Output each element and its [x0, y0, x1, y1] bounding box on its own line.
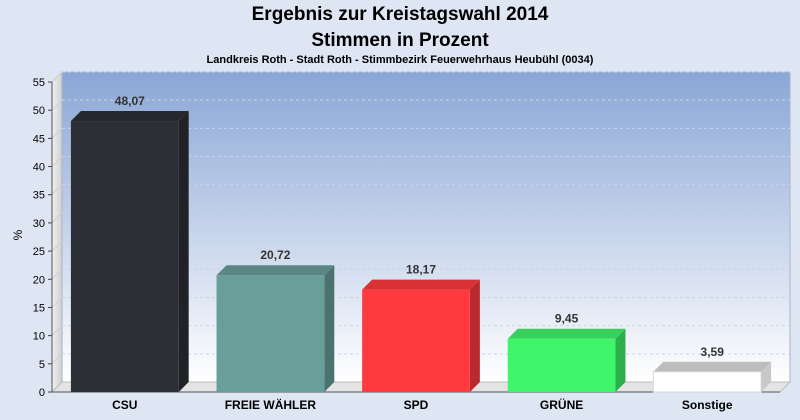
x-tick-label: FREIE WÄHLER	[225, 397, 317, 412]
bar-value-label: 3,59	[701, 345, 725, 359]
bar-front	[652, 371, 762, 393]
gridline-side	[51, 353, 63, 365]
y-tick-label: 10	[33, 331, 45, 343]
bar-top	[362, 279, 480, 290]
chart-subtitle: Stimmen in Prozent	[311, 30, 489, 51]
bar-grüne: 9,45 GRÜNE	[507, 312, 626, 412]
bar-value-label: 18,17	[406, 263, 436, 277]
bar-front	[70, 121, 179, 392]
plot-side-wall	[51, 70, 63, 394]
bar-csu: 48,07 CSU	[70, 94, 189, 412]
y-tick-label: 45	[33, 133, 45, 145]
bar-value-label: 9,45	[555, 312, 579, 326]
bar-top	[70, 111, 189, 122]
gridline-side	[51, 156, 63, 167]
x-tick-label: SPD	[404, 398, 429, 412]
bar-freie-wähler: 20,72 FREIE WÄHLER	[216, 248, 335, 412]
bar-value-label: 20,72	[260, 248, 290, 262]
y-tick-label: 40	[33, 162, 45, 174]
y-tick-label: 35	[33, 190, 45, 202]
chart-title: Ergebnis zur Kreistagswahl 2014	[251, 4, 549, 25]
x-tick-label: Sonstige	[682, 398, 733, 412]
bar-spd: 18,17 SPD	[362, 263, 480, 412]
x-tick-label: CSU	[112, 398, 137, 412]
y-tick-label: 50	[33, 105, 45, 117]
y-tick-label: 0	[39, 387, 45, 399]
gridline-side	[51, 297, 63, 308]
y-tick-label: 20	[33, 274, 45, 286]
bar-side	[324, 265, 335, 392]
bar-side	[178, 111, 189, 392]
y-tick-label: 30	[33, 218, 45, 230]
bars: 48,07 CSU 20,72 FREIE WÄHLER 18,17 SPD 9,45 GRÜ…	[70, 94, 772, 412]
chart-description: Landkreis Roth - Stadt Roth - Stimmbezir…	[206, 54, 594, 66]
bar-front	[507, 338, 616, 392]
y-tick-label: 25	[33, 246, 45, 258]
gridline-side	[51, 325, 63, 336]
y-tick-label: 15	[33, 302, 45, 314]
bar-top	[653, 361, 772, 372]
bar-side	[615, 328, 626, 392]
bar-front	[362, 289, 470, 392]
y-axis-label: %	[11, 229, 25, 240]
bar-side	[469, 279, 480, 392]
bar-top	[507, 328, 626, 339]
bar-front	[216, 275, 325, 392]
gridline-side	[51, 212, 63, 224]
gridline-side	[51, 128, 63, 139]
x-tick-label: GRÜNE	[540, 397, 583, 412]
gridline-side	[51, 268, 63, 280]
y-tick-label: 55	[33, 77, 45, 89]
bar-top	[216, 265, 335, 276]
gridline-side	[51, 71, 63, 83]
gridline-side	[51, 99, 63, 111]
bar-value-label: 48,07	[115, 94, 145, 108]
y-tick-label: 5	[39, 359, 45, 371]
gridline-side	[51, 240, 63, 252]
bar-side	[761, 361, 772, 392]
gridline-side	[51, 184, 63, 196]
bar-sonstige: 3,59 Sonstige	[652, 345, 772, 412]
